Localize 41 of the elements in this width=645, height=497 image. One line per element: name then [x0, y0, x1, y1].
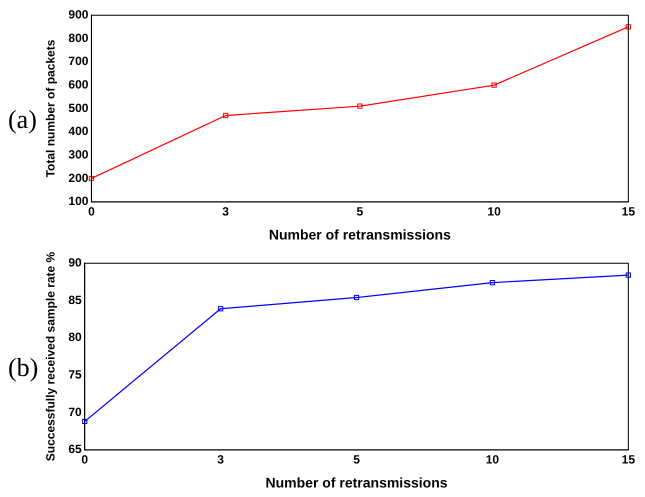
- point: [354, 294, 360, 300]
- point: [626, 272, 631, 278]
- point: [357, 104, 362, 109]
- x-tick-label: 0: [88, 204, 96, 218]
- x-tick-label: 0: [81, 452, 88, 466]
- point: [223, 112, 228, 118]
- point: [491, 82, 497, 88]
- point: [218, 306, 224, 312]
- y-tick-label: 85: [68, 292, 82, 307]
- x-tick-label: 5: [356, 204, 364, 218]
- x-tick-label: 15: [622, 204, 636, 218]
- y-tick-label: 70: [68, 404, 82, 419]
- x-axis-title: Number of retransmissions: [268, 226, 452, 242]
- x-tick-label: 3: [217, 452, 224, 466]
- point: [490, 280, 496, 286]
- x-tick-label: 3: [222, 204, 230, 218]
- y-tick-label: 90: [68, 256, 82, 270]
- x-axis-title: Number of retransmissions: [266, 474, 448, 490]
- x-tick-label: 10: [487, 204, 502, 218]
- point: [626, 24, 631, 30]
- point: [82, 418, 88, 424]
- y-tick-label: 700: [68, 54, 89, 68]
- y-tick-label: 400: [68, 124, 89, 138]
- y-tick-label: 100: [68, 194, 89, 208]
- y-tick-label: 65: [68, 442, 82, 456]
- y-tick-label: 200: [68, 170, 89, 185]
- text: (a): [8, 105, 37, 135]
- y-tick-label: 500: [68, 100, 89, 115]
- y-tick-label: 900: [68, 8, 89, 22]
- y-tick-label: 600: [68, 77, 89, 92]
- y-tick-label: 300: [68, 147, 89, 162]
- point: [88, 176, 94, 182]
- y-axis-title: Successfully received sample rate %: [44, 251, 58, 462]
- y-tick-label: 80: [68, 330, 82, 344]
- y-tick-label: 800: [68, 30, 89, 45]
- y-tick-label: 75: [68, 367, 82, 382]
- x-tick-label: 15: [622, 452, 636, 466]
- y-axis-title: Total number of packets: [44, 39, 58, 178]
- text: (b): [8, 353, 38, 383]
- x-tick-label: 5: [353, 452, 360, 466]
- x-tick-label: 10: [486, 452, 500, 466]
